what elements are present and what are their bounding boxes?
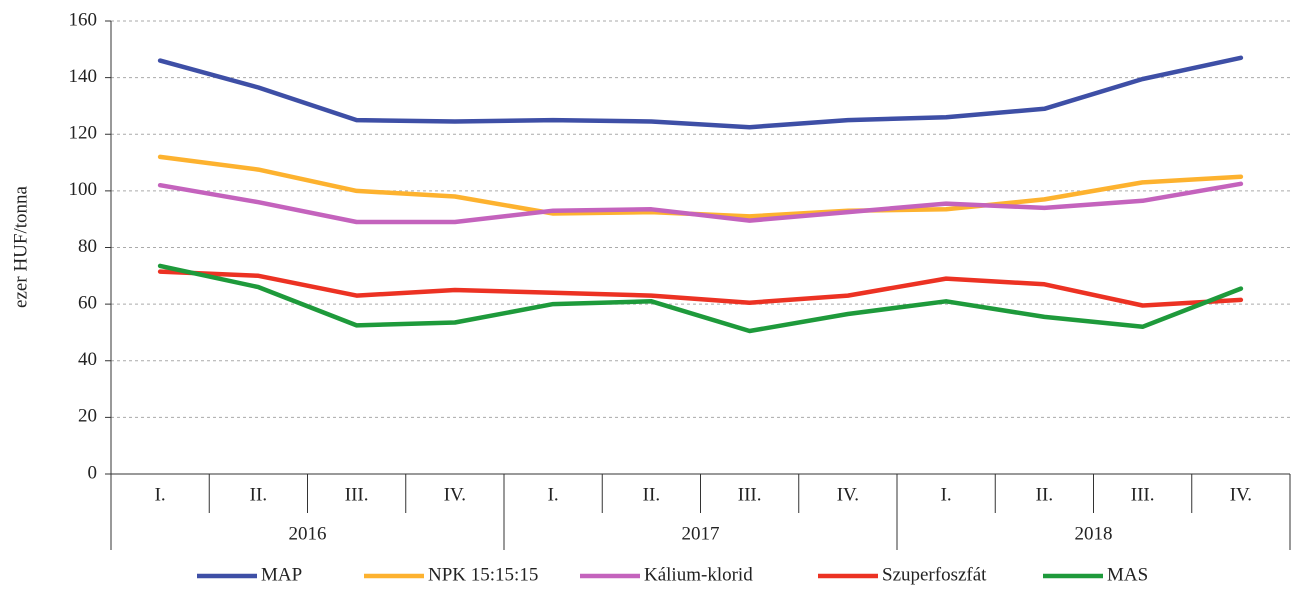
- legend-label: MAS: [1107, 564, 1148, 585]
- x-tick-label: II.: [1036, 484, 1053, 505]
- x-tick-label: IV.: [837, 484, 859, 505]
- y-tick-label: 140: [69, 66, 98, 87]
- y-tick-label: 0: [88, 462, 98, 483]
- y-tick-label: 60: [78, 292, 97, 313]
- series-line: [157, 181, 1244, 225]
- x-tick-label: II.: [250, 484, 267, 505]
- y-tick-label: 120: [69, 123, 98, 144]
- legend-label: Szuperfoszfát: [882, 564, 987, 585]
- y-tick-label: 20: [78, 406, 97, 427]
- series-line: [157, 55, 1244, 130]
- y-tick-label: 40: [78, 349, 97, 370]
- legend-label: NPK 15:15:15: [428, 564, 538, 585]
- x-tick-label: III.: [1131, 484, 1155, 505]
- x-group-label: 2018: [1075, 523, 1113, 544]
- x-tick-label: I.: [548, 484, 559, 505]
- x-tick-label: I.: [941, 484, 952, 505]
- y-tick-label: 80: [78, 236, 97, 257]
- x-tick-label: II.: [643, 484, 660, 505]
- x-tick-label: I.: [155, 484, 166, 505]
- legend-label: MAP: [261, 564, 302, 585]
- legend-label: Kálium-klorid: [644, 564, 753, 585]
- x-tick-label: III.: [738, 484, 762, 505]
- y-axis-label: ezer HUF/tonna: [10, 186, 31, 308]
- y-tick-label: 160: [69, 9, 98, 30]
- series-line: [157, 263, 1244, 334]
- x-group-label: 2016: [289, 523, 327, 544]
- y-tick-label: 100: [69, 179, 98, 200]
- series-line: [157, 269, 1244, 308]
- x-tick-label: III.: [345, 484, 369, 505]
- x-group-label: 2017: [682, 523, 720, 544]
- x-tick-label: IV.: [444, 484, 466, 505]
- x-tick-label: IV.: [1230, 484, 1252, 505]
